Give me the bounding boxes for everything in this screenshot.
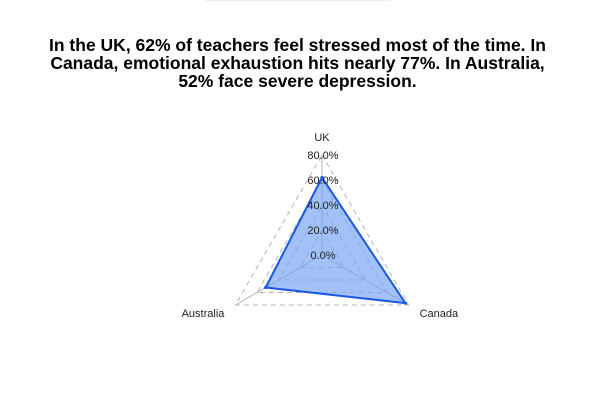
category-label-canada: Canada (420, 308, 459, 320)
r-tick-label: 60.0% (307, 175, 338, 187)
grid-ring-4 (234, 153, 410, 306)
radial-tick-labels: 0.0% 20.0% 40.0% 60.0% 80.0% (307, 150, 338, 262)
data-point-uk (320, 175, 324, 180)
category-label-australia: Australia (182, 308, 226, 320)
category-label-uk: UK (314, 132, 330, 144)
top-divider (205, 0, 390, 1)
data-point-australia (264, 285, 268, 290)
chart-title: In the UK, 62% of teachers feel stressed… (49, 35, 546, 91)
r-tick-label: 20.0% (307, 225, 338, 237)
radar-series (264, 175, 407, 305)
category-labels: UK Canada Australia (182, 132, 459, 320)
data-point-canada (403, 301, 407, 305)
r-tick-label: 80.0% (307, 150, 338, 162)
r-tick-label: 40.0% (307, 200, 338, 212)
series-area-0 (264, 176, 407, 305)
r-tick-label: 0.0% (310, 250, 335, 262)
